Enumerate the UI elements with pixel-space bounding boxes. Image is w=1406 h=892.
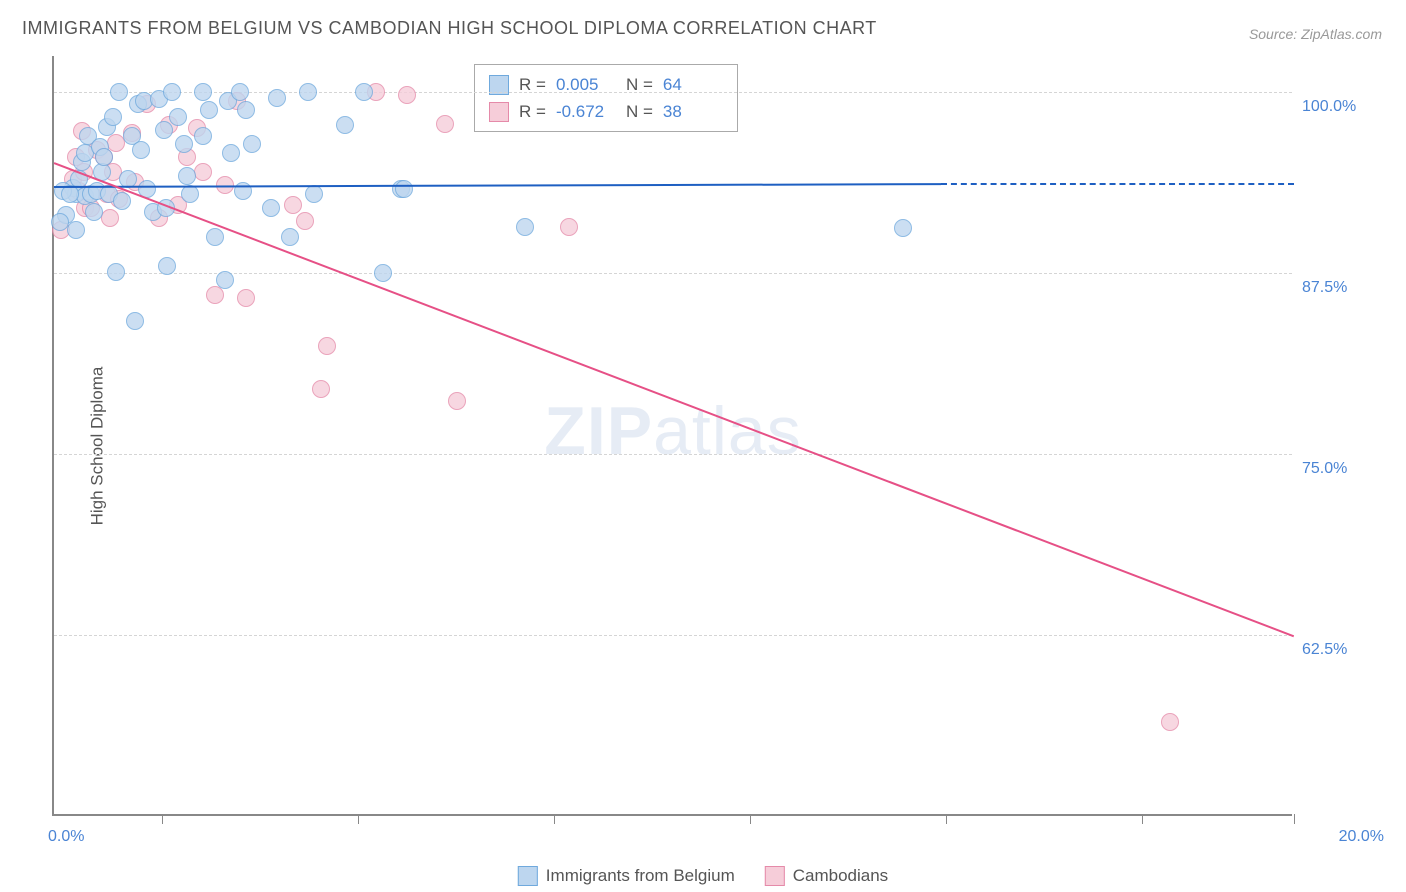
data-point [194,127,212,145]
data-point [51,213,69,231]
watermark-atlas: atlas [653,393,802,469]
data-point [894,219,912,237]
x-tick [162,814,163,824]
data-point [318,337,336,355]
x-tick [1294,814,1295,824]
data-point [560,218,578,236]
data-point [237,289,255,307]
data-point [299,83,317,101]
data-point [206,228,224,246]
data-point [436,115,454,133]
x-tick [554,814,555,824]
data-point [169,108,187,126]
data-point [85,203,103,221]
data-point [126,312,144,330]
legend-r-label: R = [519,98,546,125]
data-point [110,83,128,101]
data-point [95,148,113,166]
trend-line [54,162,1295,637]
watermark-zip: ZIP [544,393,653,469]
x-tick [358,814,359,824]
data-point [216,271,234,289]
data-point [158,257,176,275]
data-point [231,83,249,101]
y-tick-label: 100.0% [1302,98,1372,116]
plot-area: ZIPatlas R =0.005N =64R =-0.672N =38 100… [52,56,1292,816]
y-tick-label: 87.5% [1302,279,1372,297]
y-tick-label: 62.5% [1302,641,1372,659]
data-point [312,380,330,398]
x-tick-label-max: 20.0% [1339,828,1384,846]
data-point [107,263,125,281]
legend-correlation: R = 0.005 N = 64 R = -0.672 N = 38 [474,64,738,132]
gridline [54,454,1292,455]
data-point [104,108,122,126]
data-point [374,264,392,282]
legend-n-label: N = [626,71,653,98]
data-point [268,89,286,107]
data-point [194,163,212,181]
legend-r-label: R = [519,71,546,98]
data-point [132,141,150,159]
legend-r-value: -0.672 [556,98,616,125]
chart-title: IMMIGRANTS FROM BELGIUM VS CAMBODIAN HIG… [22,18,877,39]
legend-r-value: 0.005 [556,71,616,98]
legend-label: Cambodians [793,866,888,886]
data-point [237,101,255,119]
legend-item: Immigrants from Belgium [518,866,735,886]
legend-row: R = -0.672 N = 38 [489,98,723,125]
data-point [296,212,314,230]
data-point [200,101,218,119]
data-point [155,121,173,139]
watermark: ZIPatlas [544,392,801,470]
data-point [355,83,373,101]
legend-item: Cambodians [765,866,888,886]
data-point [243,135,261,153]
data-point [516,218,534,236]
data-point [1161,713,1179,731]
legend-label: Immigrants from Belgium [546,866,735,886]
data-point [262,199,280,217]
x-tick [750,814,751,824]
x-tick [1142,814,1143,824]
data-point [113,192,131,210]
x-tick-label-min: 0.0% [48,828,84,846]
data-point [281,228,299,246]
legend-swatch [765,866,785,886]
data-point [178,167,196,185]
data-point [222,144,240,162]
data-point [67,221,85,239]
legend-n-label: N = [626,98,653,125]
x-tick [946,814,947,824]
data-point [194,83,212,101]
data-point [175,135,193,153]
trend-line-extrapolated [941,183,1294,185]
gridline [54,273,1292,274]
legend-n-value: 38 [663,98,723,125]
legend-series: Immigrants from Belgium Cambodians [518,866,888,886]
y-tick-label: 75.0% [1302,460,1372,478]
legend-swatch [518,866,538,886]
data-point [163,83,181,101]
legend-n-value: 64 [663,71,723,98]
source-attribution: Source: ZipAtlas.com [1249,26,1382,42]
data-point [336,116,354,134]
legend-swatch [489,102,509,122]
data-point [448,392,466,410]
legend-row: R = 0.005 N = 64 [489,71,723,98]
data-point [101,209,119,227]
data-point [395,180,413,198]
data-point [398,86,416,104]
data-point [234,182,252,200]
gridline [54,635,1292,636]
data-point [284,196,302,214]
